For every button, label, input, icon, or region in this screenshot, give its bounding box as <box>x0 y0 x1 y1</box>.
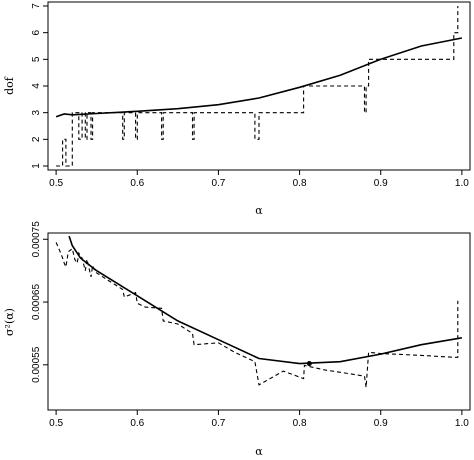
x-tick-label: 1.0 <box>455 418 469 429</box>
dashed-series-line <box>55 242 459 388</box>
x-tick-label: 0.5 <box>49 418 63 429</box>
y-tick-label: 5 <box>31 56 42 62</box>
x-tick-label: 0.6 <box>130 178 144 189</box>
y-tick-label: 4 <box>31 83 42 89</box>
variance-x-label: α <box>255 445 263 458</box>
x-tick-label: 0.9 <box>374 418 388 429</box>
dof-x-ticks: 0.5 0.6 0.7 0.8 0.9 1.0 <box>49 170 469 189</box>
x-tick-label: 0.6 <box>130 418 144 429</box>
dof-y-label: dof <box>3 76 16 95</box>
y-tick-label: 6 <box>31 29 42 35</box>
variance-chart: 0.5 0.6 0.7 0.8 0.9 1.0 0.00055 0.00065 0.00075… <box>3 221 471 458</box>
x-tick-label: 1.0 <box>455 178 469 189</box>
y-tick-label: 2 <box>31 136 42 142</box>
variance-plot-frame <box>47 232 471 411</box>
x-tick-label: 0.8 <box>293 178 307 189</box>
y-tick-label: 0.00065 <box>31 284 42 321</box>
y-tick-label: 7 <box>31 3 42 9</box>
dof-plot-frame <box>47 1 471 171</box>
dof-x-label: α <box>255 204 263 217</box>
x-tick-label: 0.7 <box>211 418 225 429</box>
x-tick-label: 0.7 <box>211 178 225 189</box>
solid-series-line <box>55 37 463 118</box>
variance-y-label: σ²(α) <box>3 308 16 336</box>
dof-y-ticks: 1 2 3 4 5 6 7 <box>31 3 48 169</box>
y-tick-label: 1 <box>31 163 42 169</box>
dof-series <box>55 6 463 167</box>
y-tick-label: 0.00055 <box>31 346 42 383</box>
x-tick-label: 0.5 <box>49 178 63 189</box>
solid-series-line <box>68 235 463 365</box>
y-tick-label: 0.00075 <box>31 221 42 258</box>
variance-y-ticks: 0.00055 0.00065 0.00075 <box>31 221 48 383</box>
variance-series <box>55 235 463 388</box>
x-tick-label: 0.8 <box>293 418 307 429</box>
y-tick-label: 3 <box>31 109 42 115</box>
x-tick-label: 0.9 <box>374 178 388 189</box>
variance-x-ticks: 0.5 0.6 0.7 0.8 0.9 1.0 <box>49 410 469 429</box>
minimum-marker <box>306 361 312 367</box>
dof-chart: 0.5 0.6 0.7 0.8 0.9 1.0 1 2 3 4 5 6 7 α dof <box>3 1 471 217</box>
dashed-series-line <box>56 6 459 167</box>
